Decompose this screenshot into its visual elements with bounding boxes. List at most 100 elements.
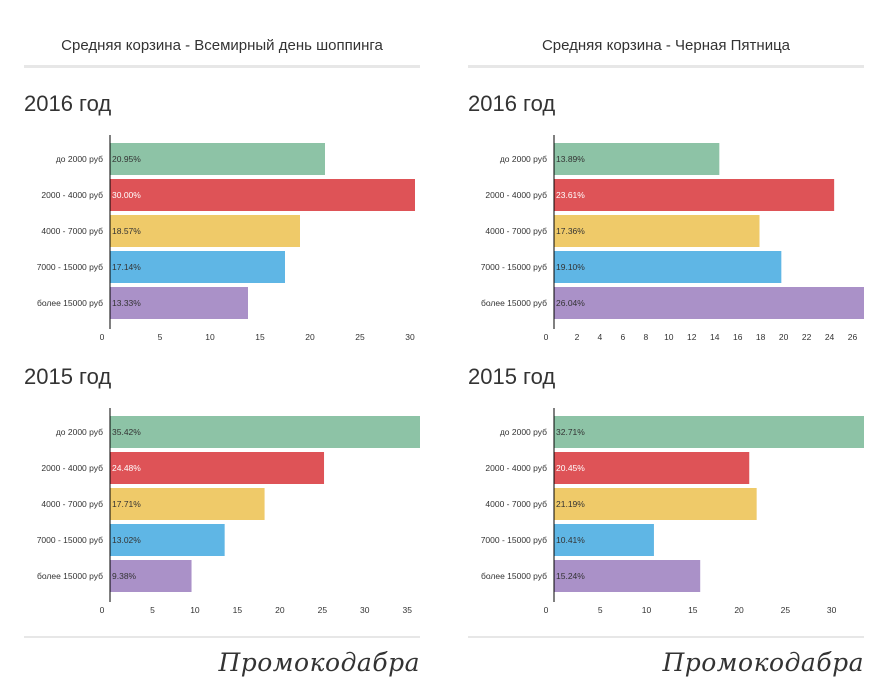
x-tick-label: 22 bbox=[802, 332, 812, 342]
category-label: до 2000 руб bbox=[56, 154, 103, 164]
x-tick-label: 16 bbox=[733, 332, 743, 342]
x-tick-label: 10 bbox=[664, 332, 674, 342]
value-label: 13.33% bbox=[112, 298, 141, 308]
bar bbox=[110, 143, 325, 175]
bar bbox=[554, 560, 701, 592]
category-label: более 15000 руб bbox=[37, 571, 103, 581]
x-tick-label: 30 bbox=[827, 605, 837, 615]
value-label: 13.89% bbox=[556, 154, 585, 164]
value-label: 18.57% bbox=[112, 226, 141, 236]
value-label: 21.19% bbox=[556, 499, 585, 509]
x-tick-label: 20 bbox=[305, 332, 315, 342]
bar bbox=[554, 143, 720, 175]
category-label: более 15000 руб bbox=[481, 298, 547, 308]
value-label: 10.41% bbox=[556, 535, 585, 545]
top-divider bbox=[24, 65, 420, 68]
promokodabra-logo: Промокодабра bbox=[218, 648, 420, 677]
year-label-2016: 2016 год bbox=[468, 91, 556, 116]
bar bbox=[110, 488, 265, 520]
value-label: 35.42% bbox=[112, 427, 141, 437]
bar bbox=[110, 287, 248, 319]
x-tick-label: 20 bbox=[275, 605, 285, 615]
value-label: 20.45% bbox=[556, 463, 585, 473]
value-label: 32.71% bbox=[556, 427, 585, 437]
x-tick-label: 24 bbox=[825, 332, 835, 342]
year-label-2015: 2015 год bbox=[24, 364, 112, 389]
x-tick-label: 5 bbox=[150, 605, 155, 615]
category-label: 2000 - 4000 руб bbox=[485, 190, 547, 200]
bar bbox=[554, 416, 864, 448]
x-tick-label: 8 bbox=[643, 332, 648, 342]
x-tick-label: 12 bbox=[687, 332, 697, 342]
x-tick-label: 15 bbox=[688, 605, 698, 615]
x-tick-label: 10 bbox=[205, 332, 215, 342]
top-divider bbox=[468, 65, 864, 68]
value-label: 23.61% bbox=[556, 190, 585, 200]
x-tick-label: 10 bbox=[642, 605, 652, 615]
promokodabra-logo: Промокодабра bbox=[662, 648, 864, 677]
bar bbox=[110, 452, 325, 484]
value-label: 24.48% bbox=[112, 463, 141, 473]
bar-chart-blackfriday-2016: до 2000 руб 13.89%2000 - 4000 руб 23.61%40… bbox=[481, 135, 864, 342]
category-label: 4000 - 7000 руб bbox=[41, 499, 103, 509]
bar bbox=[110, 251, 285, 283]
category-label: 7000 - 15000 руб bbox=[481, 262, 547, 272]
x-tick-label: 10 bbox=[190, 605, 200, 615]
bar bbox=[554, 251, 782, 283]
category-label: 4000 - 7000 руб bbox=[485, 499, 547, 509]
bottom-divider bbox=[24, 636, 420, 638]
category-label: до 2000 руб bbox=[56, 427, 103, 437]
value-label: 17.71% bbox=[112, 499, 141, 509]
category-label: более 15000 руб bbox=[37, 298, 103, 308]
x-tick-label: 25 bbox=[355, 332, 365, 342]
category-label: 2000 - 4000 руб bbox=[485, 463, 547, 473]
bar bbox=[110, 179, 415, 211]
bottom-divider bbox=[468, 636, 864, 638]
x-tick-label: 0 bbox=[100, 605, 105, 615]
x-tick-label: 0 bbox=[544, 605, 549, 615]
panel-black-friday: Средняя корзина - Черная Пятница 2016 го… bbox=[468, 0, 864, 700]
x-tick-label: 5 bbox=[598, 605, 603, 615]
category-label: до 2000 руб bbox=[500, 154, 547, 164]
category-label: 2000 - 4000 руб bbox=[41, 190, 103, 200]
x-tick-label: 0 bbox=[100, 332, 105, 342]
x-tick-label: 20 bbox=[734, 605, 744, 615]
x-tick-label: 18 bbox=[756, 332, 766, 342]
bar bbox=[554, 524, 654, 556]
panel-world-shopping-day: Средняя корзина - Всемирный день шоппинг… bbox=[24, 0, 420, 700]
x-tick-label: 15 bbox=[233, 605, 243, 615]
bar bbox=[554, 452, 750, 484]
x-tick-label: 6 bbox=[621, 332, 626, 342]
x-tick-label: 4 bbox=[598, 332, 603, 342]
x-tick-label: 0 bbox=[544, 332, 549, 342]
bar bbox=[110, 560, 192, 592]
x-tick-label: 15 bbox=[255, 332, 265, 342]
category-label: 4000 - 7000 руб bbox=[41, 226, 103, 236]
category-label: более 15000 руб bbox=[481, 571, 547, 581]
category-label: 7000 - 15000 руб bbox=[37, 262, 103, 272]
value-label: 26.04% bbox=[556, 298, 585, 308]
x-tick-label: 25 bbox=[318, 605, 328, 615]
x-tick-label: 25 bbox=[781, 605, 791, 615]
category-label: 2000 - 4000 руб bbox=[41, 463, 103, 473]
year-label-2015: 2015 год bbox=[468, 364, 556, 389]
x-tick-label: 35 bbox=[403, 605, 413, 615]
value-label: 9.38% bbox=[112, 571, 137, 581]
category-label: 7000 - 15000 руб bbox=[481, 535, 547, 545]
panel-title: Средняя корзина - Черная Пятница bbox=[541, 37, 791, 54]
x-tick-label: 2 bbox=[575, 332, 580, 342]
bar bbox=[554, 215, 760, 247]
value-label: 17.14% bbox=[112, 262, 141, 272]
bar bbox=[110, 524, 225, 556]
bar-chart-blackfriday-2015: до 2000 руб 32.71% 2000 - 4000 руб 20.45% 40… bbox=[481, 408, 864, 615]
x-tick-label: 30 bbox=[405, 332, 415, 342]
value-label: 15.24% bbox=[556, 571, 585, 581]
category-label: 4000 - 7000 руб bbox=[485, 226, 547, 236]
year-label-2016: 2016 год bbox=[24, 91, 112, 116]
x-tick-label: 26 bbox=[848, 332, 858, 342]
bar-chart-world-2016: до 2000 руб 20.95% 2000 - 4000 руб 30.00% 40… bbox=[37, 135, 415, 342]
category-label: до 2000 руб bbox=[500, 427, 547, 437]
bar bbox=[110, 215, 300, 247]
bar bbox=[554, 488, 757, 520]
category-label: 7000 - 15000 руб bbox=[37, 535, 103, 545]
